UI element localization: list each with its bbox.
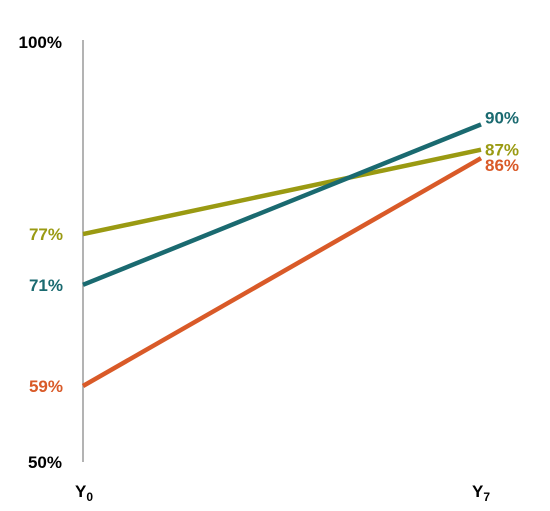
series-line-teal (82, 122, 482, 287)
data-label-olive-end: 87% (485, 141, 519, 160)
data-label-orange-end: 86% (485, 156, 519, 175)
data-label-olive-start: 77% (29, 225, 63, 244)
data-label-layer: 71% 90% 77% 87% 59% 86% (29, 108, 519, 396)
y-tick-label-top: 100% (19, 33, 62, 52)
x-tick-label-end: Y7 (472, 482, 490, 504)
y-tick-label-bottom: 50% (28, 453, 62, 472)
data-label-orange-start: 59% (29, 377, 63, 396)
series-line-orange (81, 156, 483, 388)
series-layer (81, 122, 483, 388)
series-line-olive (82, 147, 482, 237)
data-label-teal-start: 71% (29, 276, 63, 295)
x-tick-label-start: Y0 (75, 482, 93, 504)
data-label-teal-end: 90% (485, 108, 519, 127)
